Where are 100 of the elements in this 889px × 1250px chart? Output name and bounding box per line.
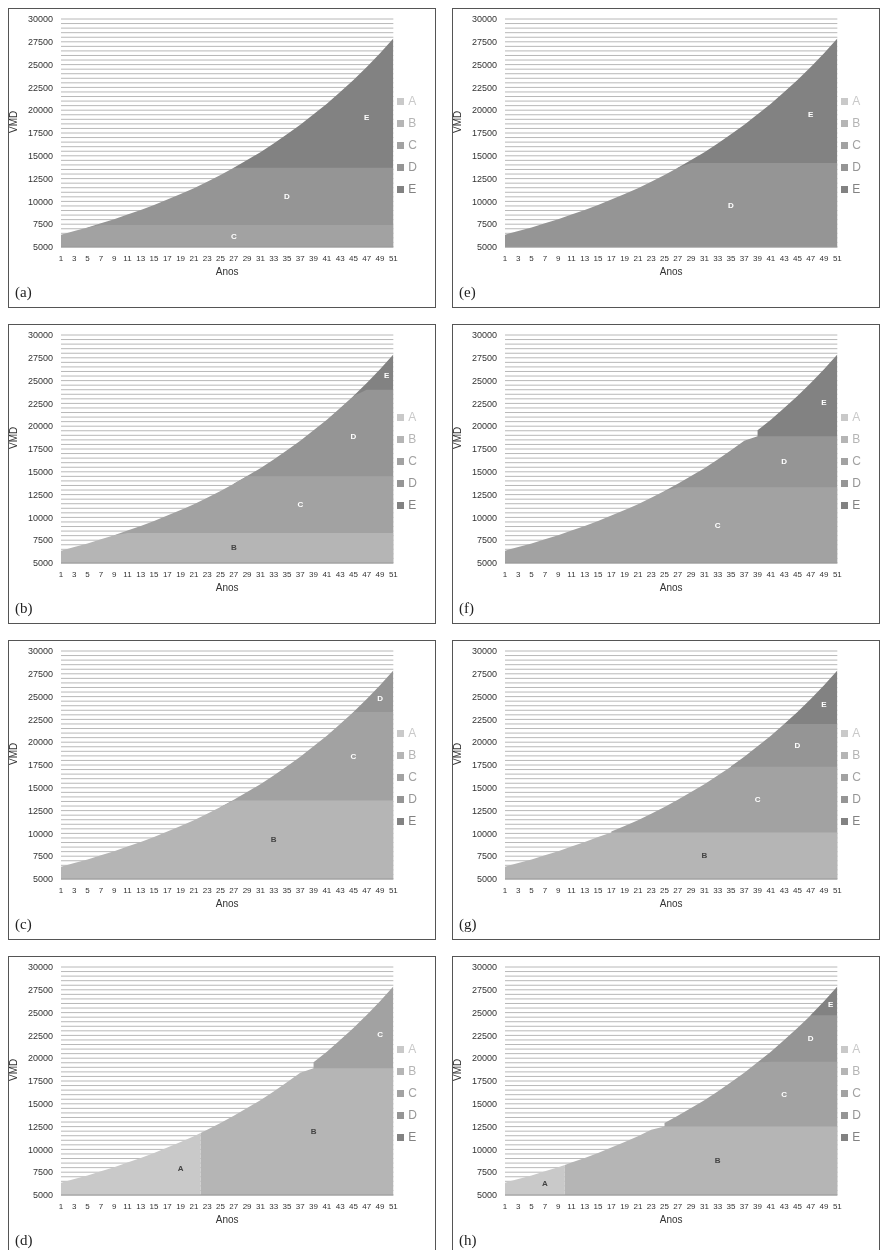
x-tick-label: 41: [766, 569, 776, 579]
text: (e): [459, 284, 476, 301]
x-tick-label: 49: [375, 1201, 386, 1211]
x-tick-label: 19: [620, 885, 630, 895]
y-tick-label: 10000: [27, 828, 53, 839]
text: B: [230, 543, 237, 553]
x-tick-label: 43: [779, 885, 790, 895]
y-tick-label: 7500: [32, 851, 53, 862]
x-tick-label: 49: [375, 885, 386, 895]
x-tick-label: 1: [58, 569, 64, 579]
x-tick-label: 19: [620, 253, 630, 263]
x-tick-label: 39: [753, 569, 763, 579]
x-tick-label: 9: [111, 885, 117, 895]
x-tick-label: 35: [726, 1201, 736, 1211]
x-tick-label: 13: [136, 1201, 146, 1211]
y-tick-label: 5000: [476, 558, 497, 569]
x-tick-label: 31: [699, 885, 710, 895]
x-tick-label: 25: [216, 253, 226, 263]
y-tick-label: 12500: [27, 1121, 53, 1132]
y-tick-label: 27500: [27, 668, 53, 679]
x-tick-label: 25: [216, 569, 226, 579]
legend-label: D: [852, 476, 861, 490]
x-tick-label: 41: [322, 569, 332, 579]
x-tick-label: 19: [176, 253, 186, 263]
x-tick-label: 9: [555, 1201, 561, 1211]
y-tick-label: 30000: [27, 14, 53, 25]
x-tick-label: 41: [322, 1201, 332, 1211]
text: B: [310, 1127, 317, 1137]
y-tick-label: 30000: [471, 646, 497, 657]
x-tick-label: 9: [111, 1201, 117, 1211]
x-tick-label: 43: [779, 1201, 790, 1211]
x-tick-label: 7: [542, 885, 548, 895]
legend-label: E: [852, 498, 861, 512]
legend-label: C: [852, 454, 861, 468]
legend-label: E: [408, 182, 417, 196]
x-tick-label: 51: [832, 1201, 843, 1211]
y-tick-label: 10000: [471, 1144, 497, 1155]
legend-label: E: [852, 814, 861, 828]
x-tick-label: 35: [282, 253, 292, 263]
y-axis-title: VMD: [7, 1058, 19, 1081]
y-tick-label: 10000: [471, 196, 497, 207]
x-tick-label: 27: [229, 885, 239, 895]
x-tick-label: 37: [739, 885, 750, 895]
x-tick-label: 25: [660, 569, 670, 579]
x-tick-label: 3: [516, 253, 522, 263]
y-tick-label: 22500: [471, 1030, 497, 1041]
y-tick-label: 15000: [27, 151, 53, 161]
text: A: [177, 1164, 184, 1174]
x-tick-label: 41: [766, 253, 776, 263]
x-tick-label: 37: [295, 569, 306, 579]
y-tick-label: 5000: [476, 1190, 497, 1201]
x-axis-title: Anos: [659, 898, 683, 909]
y-tick-label: 25000: [27, 375, 53, 386]
x-tick-label: 5: [529, 253, 535, 263]
y-tick-label: 30000: [471, 330, 497, 341]
legend-label: D: [852, 792, 861, 806]
x-tick-label: 39: [309, 1201, 319, 1211]
x-tick-label: 27: [229, 253, 239, 263]
x-tick-label: 37: [739, 569, 750, 579]
legend-label: B: [408, 116, 417, 130]
x-tick-label: 7: [98, 253, 104, 263]
y-tick-label: 12500: [27, 489, 53, 500]
y-tick-label: 12500: [471, 173, 497, 184]
x-tick-label: 39: [309, 569, 319, 579]
x-tick-label: 43: [335, 885, 346, 895]
text: (c): [15, 916, 32, 933]
x-tick-label: 11: [567, 253, 577, 263]
text: C: [714, 520, 721, 530]
y-axis-title: VMD: [7, 426, 19, 449]
x-tick-label: 15: [149, 253, 160, 263]
x-tick-label: 5: [85, 1201, 91, 1211]
text: (d): [15, 1232, 33, 1249]
x-tick-label: 7: [98, 569, 104, 579]
x-tick-label: 41: [322, 885, 332, 895]
x-tick-label: 45: [793, 1201, 803, 1211]
x-tick-label: 5: [85, 253, 91, 263]
x-tick-label: 21: [633, 885, 643, 895]
x-tick-label: 11: [123, 253, 133, 263]
x-tick-label: 23: [202, 1201, 213, 1211]
x-tick-label: 3: [72, 1201, 78, 1211]
y-tick-label: 30000: [27, 646, 53, 657]
y-tick-label: 10000: [27, 1144, 53, 1155]
x-tick-label: 17: [606, 885, 617, 895]
y-tick-label: 22500: [27, 82, 53, 93]
x-tick-label: 45: [349, 569, 359, 579]
x-tick-label: 1: [502, 253, 508, 263]
legend-label: D: [408, 160, 417, 174]
legend-label: C: [408, 770, 417, 784]
x-tick-label: 19: [176, 1201, 186, 1211]
x-tick-label: 21: [189, 253, 199, 263]
text: D: [781, 457, 788, 467]
x-axis-title: Anos: [215, 1214, 239, 1225]
x-tick-label: 29: [242, 1201, 253, 1211]
x-tick-label: 5: [85, 569, 91, 579]
y-tick-label: 20000: [27, 105, 53, 116]
x-tick-label: 27: [229, 569, 239, 579]
x-tick-label: 47: [362, 885, 372, 895]
text: C: [754, 795, 761, 805]
y-tick-label: 5000: [32, 874, 53, 885]
y-tick-label: 27500: [471, 352, 497, 363]
